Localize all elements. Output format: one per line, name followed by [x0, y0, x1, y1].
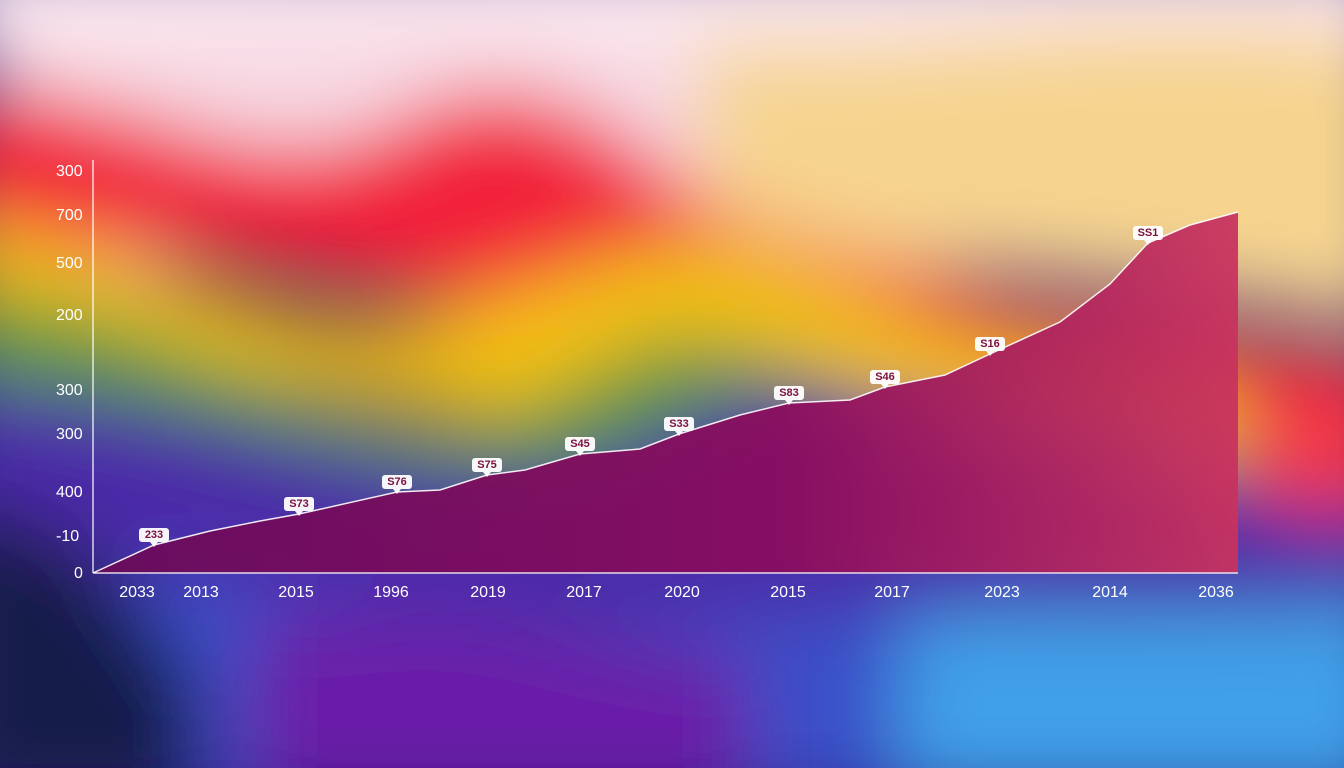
y-label: 200 — [56, 307, 83, 324]
y-label: 700 — [56, 207, 83, 224]
x-label: 2017 — [874, 584, 910, 601]
point-markers: 233 S73 S76 S75 S45 S33 S83 S46 S16 SS1 — [139, 226, 1163, 547]
point-label: S46 — [875, 371, 895, 383]
x-label: 2019 — [470, 584, 506, 601]
y-label: -10 — [56, 528, 79, 545]
point-label: 233 — [145, 529, 163, 541]
x-label: 2023 — [984, 584, 1020, 601]
point-label: S76 — [387, 476, 407, 488]
pin — [472, 458, 502, 477]
point-label: S75 — [477, 459, 497, 471]
x-label: 2013 — [183, 584, 219, 601]
y-label: 300 — [56, 426, 83, 443]
y-labels: 300 700 500 200 300 300 400 -10 0 — [56, 163, 83, 582]
pin — [870, 370, 900, 389]
pin — [664, 417, 694, 436]
area — [93, 212, 1238, 573]
pin — [565, 437, 595, 456]
pin — [139, 528, 169, 547]
y-label: 400 — [56, 484, 83, 501]
x-label: 2015 — [770, 584, 806, 601]
x-label: 2015 — [278, 584, 314, 601]
x-label: 1996 — [373, 584, 409, 601]
x-label: 2017 — [566, 584, 602, 601]
x-label: 2020 — [664, 584, 700, 601]
pin — [382, 475, 412, 494]
y-label: 500 — [56, 255, 83, 272]
point-label: SS1 — [1138, 227, 1159, 239]
point-label: S33 — [669, 418, 689, 430]
x-label: 2036 — [1198, 584, 1234, 601]
pin — [975, 337, 1005, 356]
point-label: S45 — [570, 438, 590, 450]
x-labels: 2033 2013 2015 1996 2019 2017 2020 2015 … — [119, 584, 1234, 601]
y-label: 0 — [74, 565, 83, 582]
point-label: S73 — [289, 498, 309, 510]
pin — [1133, 226, 1163, 245]
y-label: 300 — [56, 382, 83, 399]
pin — [774, 386, 804, 405]
x-label: 2014 — [1092, 584, 1128, 601]
x-label: 2033 — [119, 584, 155, 601]
point-label: S16 — [980, 338, 1000, 350]
pin — [284, 497, 314, 516]
point-label: S83 — [779, 387, 799, 399]
y-label: 300 — [56, 163, 83, 180]
